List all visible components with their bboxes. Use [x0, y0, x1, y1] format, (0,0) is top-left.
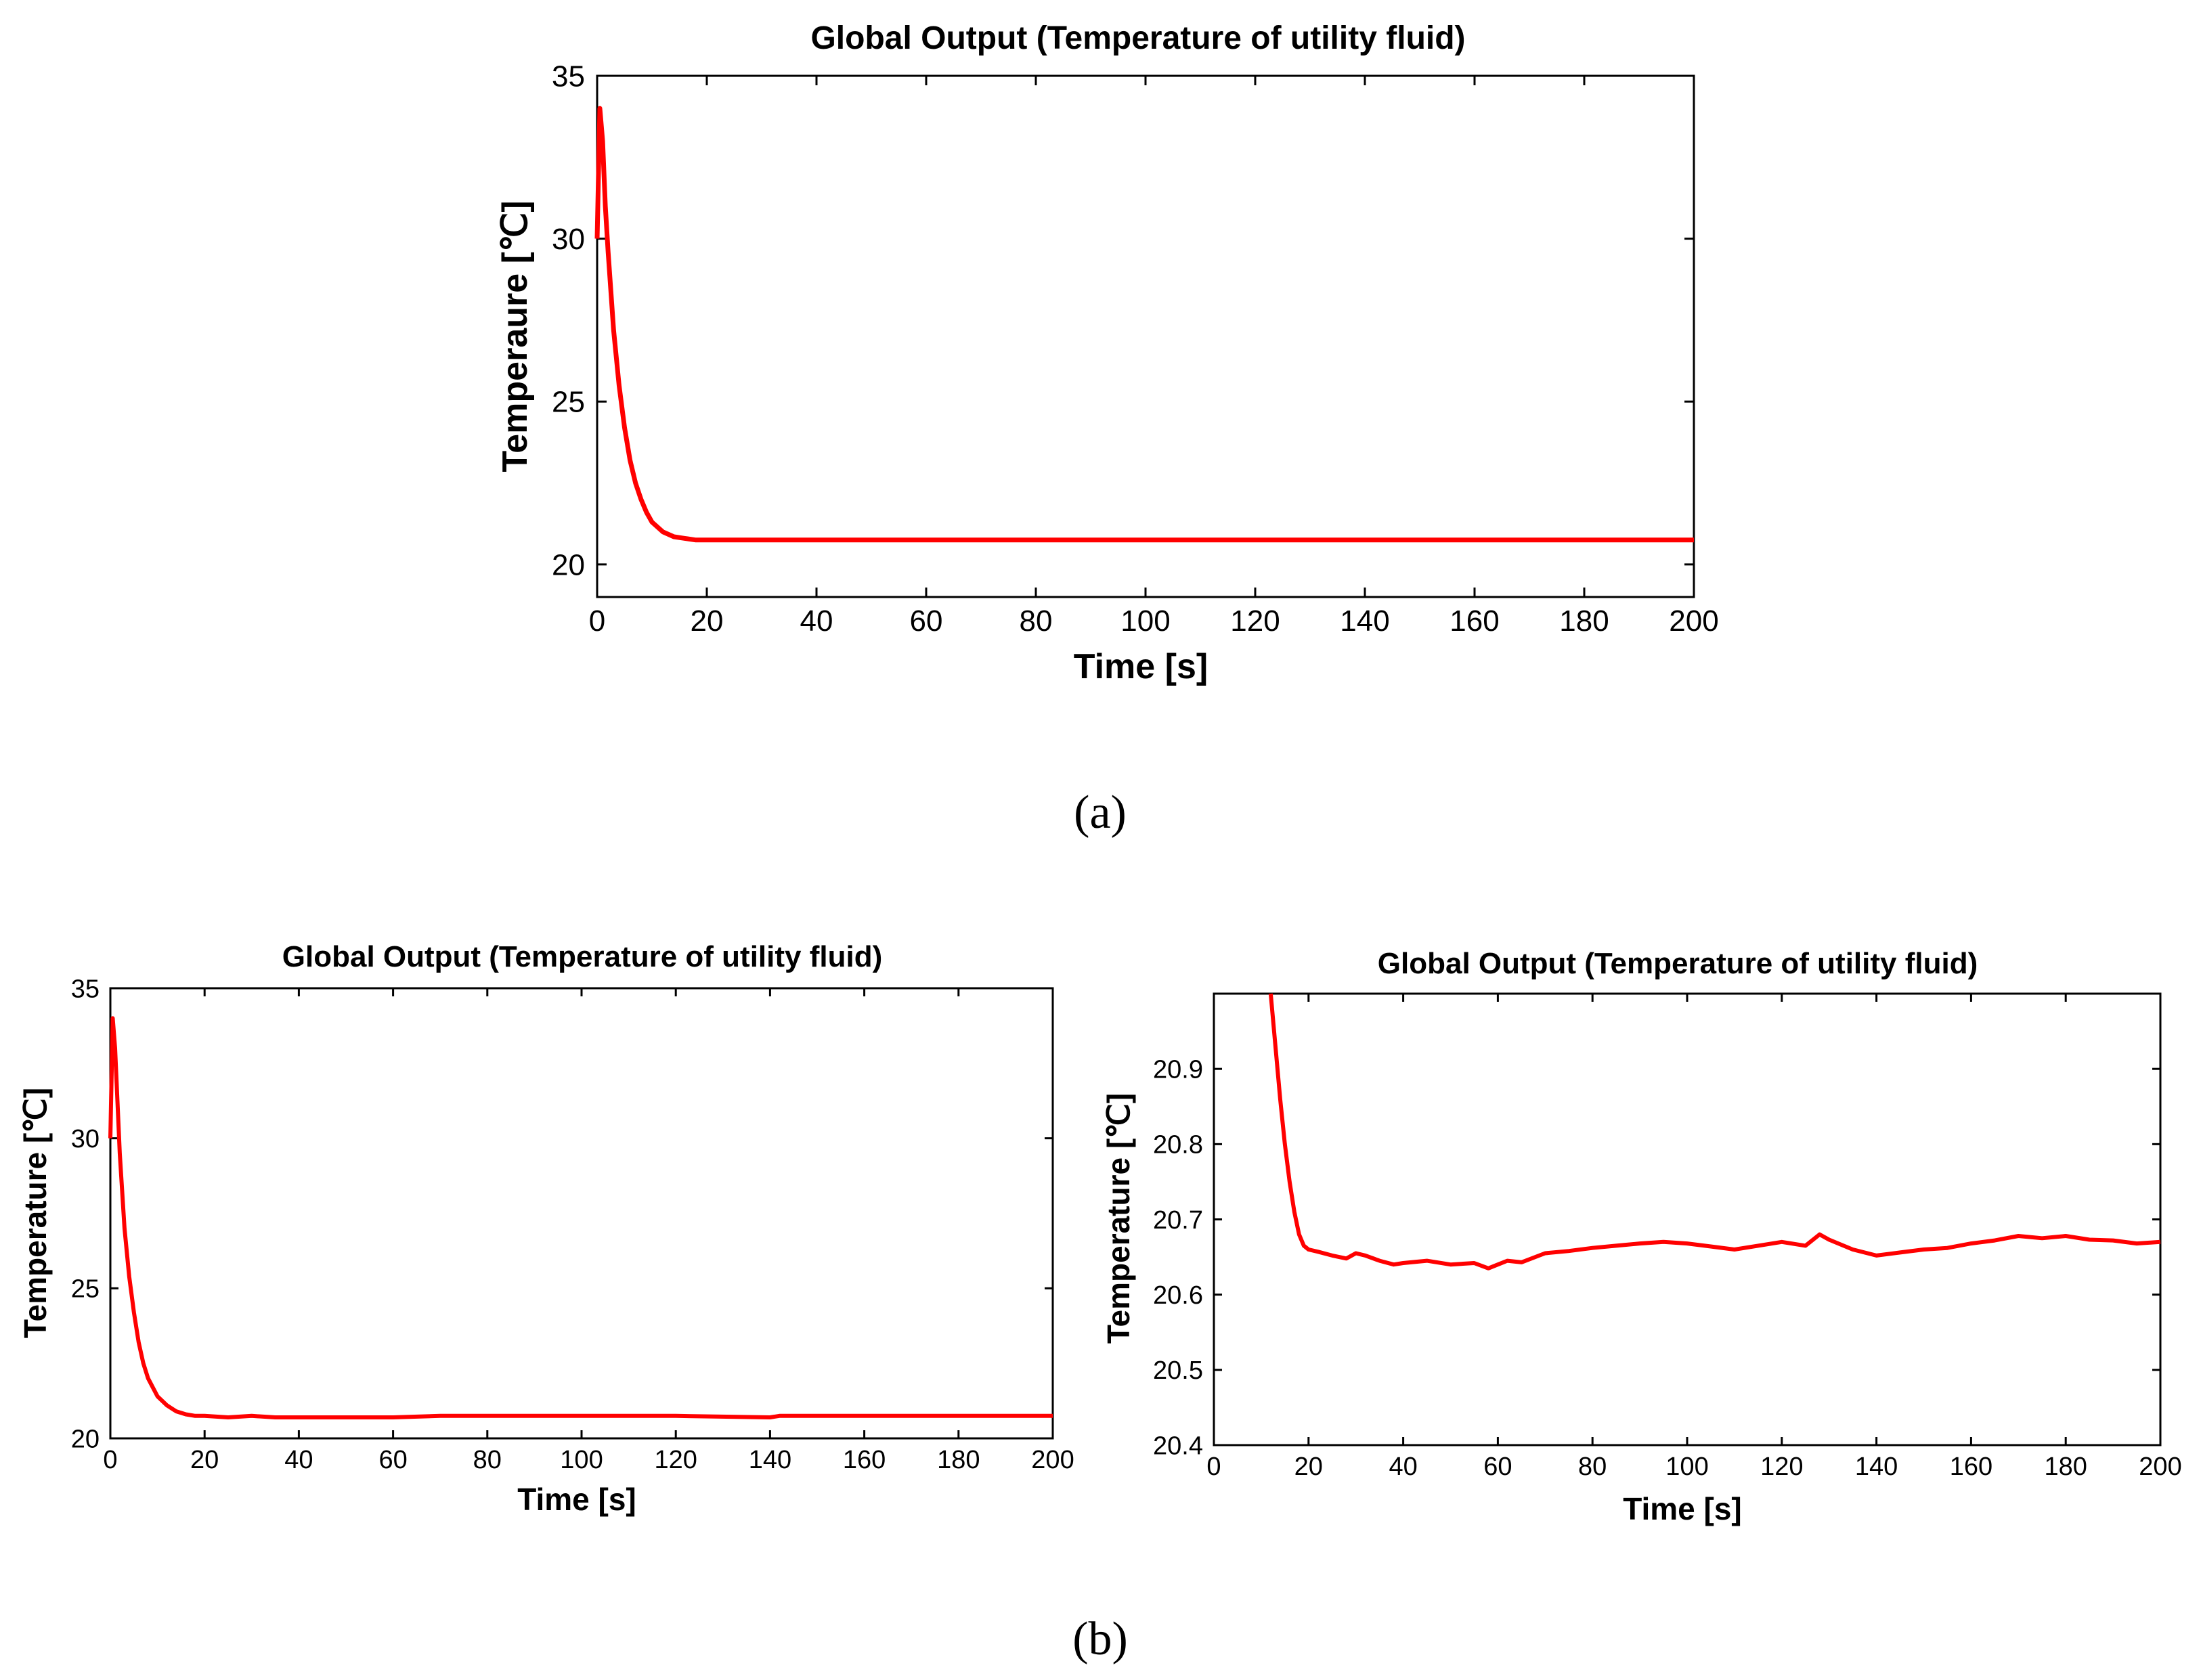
x-tick-label: 180: [1559, 604, 1609, 638]
y-tick-label: 35: [71, 975, 100, 1003]
x-tick-label: 160: [1950, 1453, 1992, 1481]
y-tick-label: 20.5: [1153, 1356, 1203, 1385]
x-tick-label: 200: [1669, 604, 1718, 638]
x-tick-label: 80: [1578, 1453, 1607, 1481]
chart-a-ylabel: Temperaure [℃]: [496, 200, 535, 472]
chart-b-left-ylabel: Temperature [℃]: [18, 1088, 53, 1338]
y-tick-label: 30: [552, 223, 585, 256]
y-tick-label: 20.8: [1153, 1131, 1203, 1159]
chart-b-left-axes-box: [109, 987, 1054, 1440]
x-tick-label: 180: [2044, 1453, 2087, 1481]
x-tick-label: 100: [1665, 1453, 1708, 1481]
chart-a-series-line: [594, 106, 1694, 543]
x-tick-label: 100: [1120, 604, 1170, 638]
x-tick-label: 60: [378, 1446, 407, 1474]
x-tick-label: 0: [103, 1446, 117, 1474]
chart-b-right-ylabel: Temperature [℃]: [1101, 1093, 1136, 1344]
chart-a-axes-box: [596, 74, 1695, 598]
chart-b-right-xlabel: Time [s]: [1623, 1491, 1742, 1526]
x-tick-label: 200: [1031, 1446, 1074, 1474]
x-tick-label: 20: [190, 1446, 219, 1474]
x-tick-label: 40: [284, 1446, 313, 1474]
x-tick-label: 80: [473, 1446, 502, 1474]
x-tick-label: 20: [691, 604, 724, 638]
x-tick-label: 40: [1389, 1453, 1417, 1481]
chart-b-left: Global Output (Temperature of utility fl…: [18, 940, 1074, 1517]
x-tick-label: 40: [800, 604, 833, 638]
x-tick-label: 140: [1340, 604, 1389, 638]
x-tick-label: 60: [910, 604, 943, 638]
chart-b-right: Global Output (Temperature of utility fl…: [1101, 947, 2182, 1526]
y-tick-label: 20.4: [1153, 1432, 1203, 1460]
y-tick-label: 20: [552, 548, 585, 581]
x-tick-label: 180: [937, 1446, 980, 1474]
y-tick-label: 20.7: [1153, 1206, 1203, 1235]
y-tick-label: 25: [71, 1275, 100, 1304]
panel-a-label: (a): [1074, 787, 1127, 839]
chart-b-right-series-line: [1268, 993, 2161, 1270]
x-tick-label: 160: [843, 1446, 886, 1474]
y-tick-label: 35: [552, 60, 585, 93]
chart-b-left-series-line: [108, 1016, 1053, 1419]
x-tick-label: 60: [1483, 1453, 1512, 1481]
chart-b-left-title: Global Output (Temperature of utility fl…: [282, 940, 882, 973]
y-tick-label: 20.9: [1153, 1055, 1203, 1084]
x-tick-label: 20: [1294, 1453, 1323, 1481]
x-tick-label: 80: [1020, 604, 1053, 638]
chart-b-right-axes-box: [1213, 992, 2162, 1446]
x-tick-label: 120: [654, 1446, 697, 1474]
x-tick-label: 100: [560, 1446, 603, 1474]
x-tick-label: 120: [1760, 1453, 1803, 1481]
x-tick-label: 0: [589, 604, 605, 638]
chart-a-xlabel: Time [s]: [1074, 647, 1208, 686]
panel-b-label: (b): [1072, 1613, 1128, 1665]
x-tick-label: 0: [1206, 1453, 1221, 1481]
chart-a: Global Output (Temperature of utility fl…: [496, 20, 1719, 686]
y-tick-label: 20: [71, 1425, 100, 1453]
chart-b-right-title: Global Output (Temperature of utility fl…: [1378, 947, 1978, 980]
chart-b-left-xlabel: Time [s]: [517, 1482, 636, 1517]
y-tick-label: 25: [552, 386, 585, 419]
x-tick-label: 160: [1450, 604, 1499, 638]
x-tick-label: 120: [1230, 604, 1280, 638]
chart-a-title: Global Output (Temperature of utility fl…: [810, 20, 1465, 56]
x-tick-label: 200: [2139, 1453, 2181, 1481]
y-tick-label: 30: [71, 1125, 100, 1153]
x-tick-label: 140: [749, 1446, 791, 1474]
y-tick-label: 20.6: [1153, 1281, 1203, 1310]
x-tick-label: 140: [1855, 1453, 1898, 1481]
